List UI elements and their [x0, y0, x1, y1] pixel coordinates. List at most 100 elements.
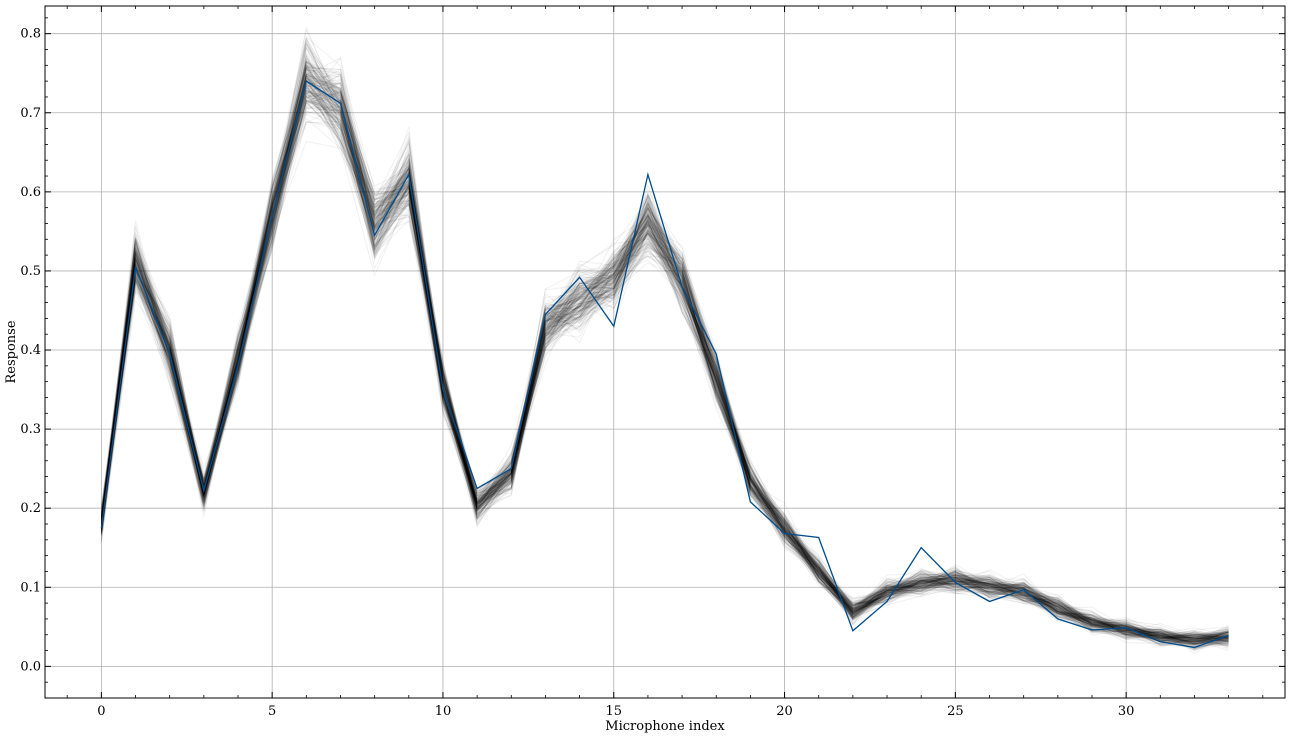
ensemble-line [100, 91, 1229, 642]
ensemble-line [100, 60, 1229, 642]
ensemble-line [100, 98, 1229, 649]
ensemble-line [100, 60, 1229, 648]
ensemble-line [100, 63, 1229, 641]
ensemble-line [100, 78, 1229, 637]
ensemble-line [100, 60, 1229, 642]
ensemble-line [100, 68, 1229, 638]
ensemble-line [100, 79, 1229, 642]
ensemble-line [100, 81, 1229, 639]
ensemble-line [100, 120, 1229, 640]
ensemble-line [100, 113, 1229, 637]
y-tick-label: 0.1 [20, 580, 41, 595]
ensemble-line [100, 91, 1229, 647]
ensemble-line [100, 77, 1229, 640]
ensemble-line [100, 42, 1229, 647]
ensemble-line [100, 51, 1229, 639]
ensemble-line [100, 69, 1229, 644]
ensemble-line [100, 92, 1229, 639]
ensemble-line [100, 78, 1229, 643]
ensemble-line [100, 72, 1229, 647]
ensemble-line [100, 80, 1229, 640]
ensemble-line [100, 75, 1229, 649]
ensemble-line [100, 79, 1229, 643]
ensemble-line [100, 94, 1229, 640]
ensemble-line [100, 88, 1229, 642]
ensemble-line [100, 73, 1229, 651]
ensemble-line [100, 60, 1229, 647]
x-tick-label: 10 [435, 704, 452, 719]
ensemble-line [100, 92, 1229, 641]
ensemble-line [100, 98, 1229, 638]
ensemble-line [100, 100, 1229, 645]
ensemble-line [100, 60, 1229, 641]
ensemble-line [100, 57, 1229, 641]
ensemble-line [100, 89, 1229, 639]
plot-frame [44, 5, 1286, 699]
ensemble-line [100, 84, 1229, 638]
ensemble-line [100, 76, 1229, 644]
ensemble-line [100, 89, 1229, 637]
ensemble-line [100, 93, 1229, 639]
ensemble-line [100, 87, 1229, 642]
ensemble-line [100, 63, 1229, 645]
ensemble-line [100, 83, 1229, 640]
ensemble-line [100, 67, 1229, 646]
ensemble-line [100, 90, 1229, 644]
ensemble-line [100, 39, 1229, 642]
ensemble-line [100, 94, 1229, 638]
ensemble-line [100, 81, 1229, 639]
ensemble-line [100, 57, 1229, 646]
ensemble-line [100, 73, 1229, 639]
ensemble-line [100, 65, 1229, 644]
ensemble-line [100, 74, 1229, 646]
ensemble-line [100, 71, 1229, 642]
ensemble-line [100, 77, 1229, 645]
ensemble-line [100, 74, 1229, 645]
ensemble-line [100, 110, 1229, 646]
ensemble-line [100, 46, 1229, 647]
ensemble-line [100, 89, 1229, 642]
ensemble-line [100, 89, 1229, 645]
ensemble-line [100, 85, 1229, 639]
ensemble-line [100, 107, 1229, 643]
ensemble-line [100, 91, 1229, 644]
ensemble-line [100, 96, 1229, 645]
ensemble-line [100, 67, 1229, 645]
ensemble-line [100, 60, 1229, 640]
ensemble-line [100, 63, 1229, 642]
ensemble-line [100, 71, 1229, 642]
ensemble-line [100, 82, 1229, 640]
ensemble-line [100, 80, 1229, 644]
ensemble-line [100, 77, 1229, 639]
y-axis-label: Response [4, 320, 19, 383]
ensemble-line [100, 42, 1229, 645]
ensemble-line [100, 76, 1229, 641]
ensemble-line [100, 77, 1229, 642]
ensemble-line [100, 86, 1229, 640]
ensemble-line [100, 90, 1229, 643]
grid [45, 6, 1285, 698]
ensemble-line [100, 82, 1229, 639]
ensemble-line [100, 89, 1229, 646]
ensemble-line [100, 76, 1229, 643]
ensemble-line [100, 83, 1229, 641]
ensemble-line [100, 64, 1229, 644]
ensemble-line [100, 86, 1229, 640]
ensemble-line [100, 99, 1229, 642]
ensemble-line [100, 74, 1229, 642]
ensemble-line [100, 86, 1229, 648]
ensemble-line [100, 80, 1229, 651]
x-tick-label: 0 [97, 704, 105, 719]
ensemble-line [100, 82, 1229, 639]
ensemble-line [100, 69, 1229, 647]
ensemble-line [100, 28, 1229, 643]
ensemble-line [100, 43, 1229, 641]
ensemble-line [100, 75, 1229, 640]
ensemble-line [100, 67, 1229, 648]
ensemble-line [100, 94, 1229, 645]
ensemble-line [100, 120, 1229, 644]
ensemble-line [100, 88, 1229, 642]
ensemble-line [100, 92, 1229, 646]
ensemble-line [100, 92, 1229, 643]
